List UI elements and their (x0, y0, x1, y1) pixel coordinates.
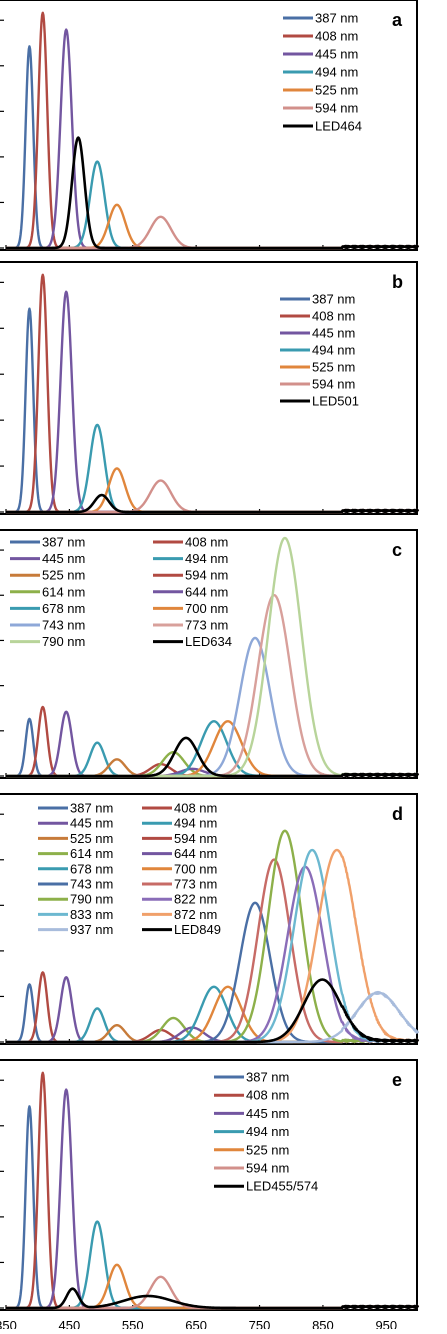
legend: 387 nm 408 nm 445 nm 494 nm 525 nm 594 nm LED5… (280, 292, 359, 409)
series-line-494-nm (5, 160, 420, 250)
legend-label-525-nm: 525 nm (246, 1142, 289, 1157)
legend-label-387-nm: 387 nm (42, 535, 85, 550)
legend-label-led455-574: LED455/574 (246, 1179, 318, 1194)
x-tick-label: 950 (375, 1318, 397, 1329)
legend-label-790-nm: 790 nm (42, 634, 85, 649)
legend-label-led634: LED634 (185, 634, 232, 649)
series-line-387-nm (5, 1105, 420, 1310)
legend-label-525-nm: 525 nm (70, 831, 113, 846)
legend-label-387-nm: 387 nm (246, 1070, 289, 1085)
legend-label-822-nm: 822 nm (174, 892, 217, 907)
legend-label-872-nm: 872 nm (174, 907, 217, 922)
panel-c: c 387 nm 408 nm 445 nm 494 nm 525 nm 594 nm 614… (0, 529, 420, 779)
series-line-743-nm (5, 636, 420, 778)
panel-frame (0, 0, 418, 251)
series-line-494-nm (5, 423, 420, 514)
x-tick-label: 850 (312, 1318, 334, 1329)
legend-label-494-nm: 494 nm (246, 1124, 289, 1139)
legend-label-408-nm: 408 nm (312, 309, 355, 324)
legend-label-833-nm: 833 nm (70, 907, 113, 922)
legend: 387 nm 408 nm 445 nm 494 nm 525 nm 594 nm 614 … (38, 801, 221, 937)
panel-frame (0, 261, 418, 515)
series-line-937-nm (5, 990, 420, 1044)
panel-frame (0, 1059, 418, 1311)
legend: 387 nm 408 nm 445 nm 494 nm 525 nm 594 nm LED4… (214, 1070, 318, 1194)
panel-letter: e (392, 1070, 402, 1090)
panel-e: e 387 nm 408 nm 445 nm 494 nm 525 nm 594 nm LED… (0, 1059, 420, 1333)
series-line-led464 (5, 136, 420, 250)
legend-label-594-nm: 594 nm (312, 377, 355, 392)
legend-label-387-nm: 387 nm (70, 801, 113, 816)
panel-d: d 387 nm 408 nm 445 nm 494 nm 525 nm 594 nm 614… (0, 793, 420, 1045)
legend-label-594-nm: 594 nm (185, 568, 228, 583)
x-tick-label: 550 (122, 1318, 144, 1329)
legend-label-594-nm: 594 nm (174, 831, 217, 846)
legend-label-644-nm: 644 nm (174, 846, 217, 861)
panel-letter: a (392, 10, 403, 30)
panel-frame (0, 793, 418, 1045)
series-line-led501 (5, 493, 420, 514)
x-tick-label: 450 (59, 1318, 81, 1329)
series-line-445-nm (5, 1088, 420, 1310)
series-line-525-nm (5, 1263, 420, 1310)
legend-label-494-nm: 494 nm (185, 551, 228, 566)
legend-label-525-nm: 525 nm (315, 83, 358, 98)
legend-label-773-nm: 773 nm (185, 618, 228, 633)
legend-label-led501: LED501 (312, 394, 359, 409)
legend-label-594-nm: 594 nm (315, 101, 358, 116)
legend-label-700-nm: 700 nm (185, 601, 228, 616)
legend-label-408-nm: 408 nm (174, 801, 217, 816)
legend-label-743-nm: 743 nm (70, 877, 113, 892)
series-line-594-nm (5, 479, 420, 514)
legend-label-773-nm: 773 nm (174, 877, 217, 892)
legend-label-494-nm: 494 nm (312, 343, 355, 358)
x-tick-label: 750 (249, 1318, 271, 1329)
legend-label-594-nm: 594 nm (246, 1161, 289, 1176)
legend-label-408-nm: 408 nm (185, 535, 228, 550)
legend-label-445-nm: 445 nm (246, 1106, 289, 1121)
panel-b: b 387 nm 408 nm 445 nm 494 nm 525 nm 594 nm LED… (0, 261, 420, 515)
legend: 387 nm 408 nm 445 nm 494 nm 525 nm 594 nm 614 … (10, 535, 232, 649)
series-line-525-nm (5, 467, 420, 514)
legend-label-408-nm: 408 nm (246, 1088, 289, 1103)
x-tick-label: 650 (185, 1318, 207, 1329)
legend-label-678-nm: 678 nm (42, 601, 85, 616)
legend-label-678-nm: 678 nm (70, 861, 113, 876)
legend-label-525-nm: 525 nm (312, 360, 355, 375)
legend: 387 nm 408 nm 445 nm 494 nm 525 nm 594 nm LED4… (283, 11, 362, 134)
series-line-led455-574 (5, 1287, 420, 1310)
legend-label-700-nm: 700 nm (174, 861, 217, 876)
x-tick-label: 350 (0, 1318, 17, 1329)
legend-label-445-nm: 445 nm (42, 551, 85, 566)
legend-label-387-nm: 387 nm (312, 292, 355, 307)
series-line-700-nm (5, 720, 420, 778)
panel-letter: d (392, 804, 403, 824)
legend-label-494-nm: 494 nm (174, 816, 217, 831)
legend-label-743-nm: 743 nm (42, 618, 85, 633)
legend-label-790-nm: 790 nm (70, 892, 113, 907)
panel-letter: c (392, 540, 402, 560)
legend-label-614-nm: 614 nm (42, 584, 85, 599)
legend-label-445-nm: 445 nm (315, 47, 358, 62)
legend-label-408-nm: 408 nm (315, 29, 358, 44)
legend-label-614-nm: 614 nm (70, 846, 113, 861)
legend-label-525-nm: 525 nm (42, 568, 85, 583)
x-tick-labels: 350 450 550 650 750 850 950 (0, 1318, 397, 1333)
legend-label-644-nm: 644 nm (185, 584, 228, 599)
series-line-387-nm (5, 307, 420, 514)
panel-a: a 387 nm 408 nm 445 nm 494 nm 525 nm 594 nm LED… (0, 0, 420, 251)
panel-frame (0, 529, 418, 779)
legend-label-445-nm: 445 nm (70, 816, 113, 831)
legend-label-494-nm: 494 nm (315, 65, 358, 80)
legend-label-led849: LED849 (174, 922, 221, 937)
legend-label-led464: LED464 (315, 119, 362, 134)
legend-label-937-nm: 937 nm (70, 922, 113, 937)
panel-letter: b (392, 272, 403, 292)
legend-label-387-nm: 387 nm (315, 11, 358, 26)
legend-label-445-nm: 445 nm (312, 326, 355, 341)
series-line-led849 (5, 978, 420, 1044)
series-line-led634 (5, 736, 420, 778)
